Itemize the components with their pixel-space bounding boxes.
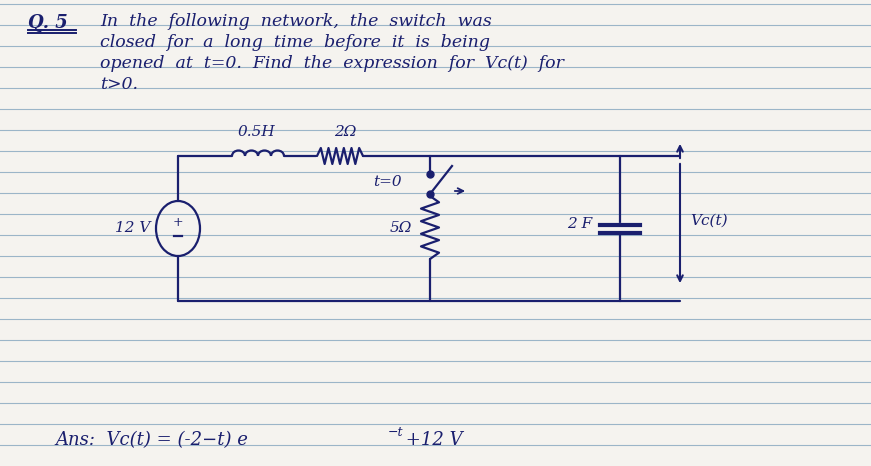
Text: +: + [172,216,183,229]
Text: Vc(t): Vc(t) [690,213,727,227]
Text: 2 F: 2 F [567,218,592,232]
Text: −t: −t [388,425,403,439]
Text: closed  for  a  long  time  before  it  is  being: closed for a long time before it is bein… [100,34,490,51]
Text: opened  at  t=0.  Find  the  expression  for  Vc(t)  for: opened at t=0. Find the expression for V… [100,55,564,72]
Text: +12 V: +12 V [400,431,463,449]
Text: 2Ω: 2Ω [334,125,356,139]
Text: In  the  following  network,  the  switch  was: In the following network, the switch was [100,13,492,30]
Text: t>0.: t>0. [100,76,138,93]
Text: t=0: t=0 [374,175,402,189]
Text: 12 V: 12 V [115,221,150,235]
Text: Q. 5: Q. 5 [28,14,68,32]
Text: 0.5H: 0.5H [237,125,275,139]
Text: Ans:  Vc(t) = (-2−t) e: Ans: Vc(t) = (-2−t) e [55,431,248,449]
Text: 5Ω: 5Ω [389,220,412,234]
